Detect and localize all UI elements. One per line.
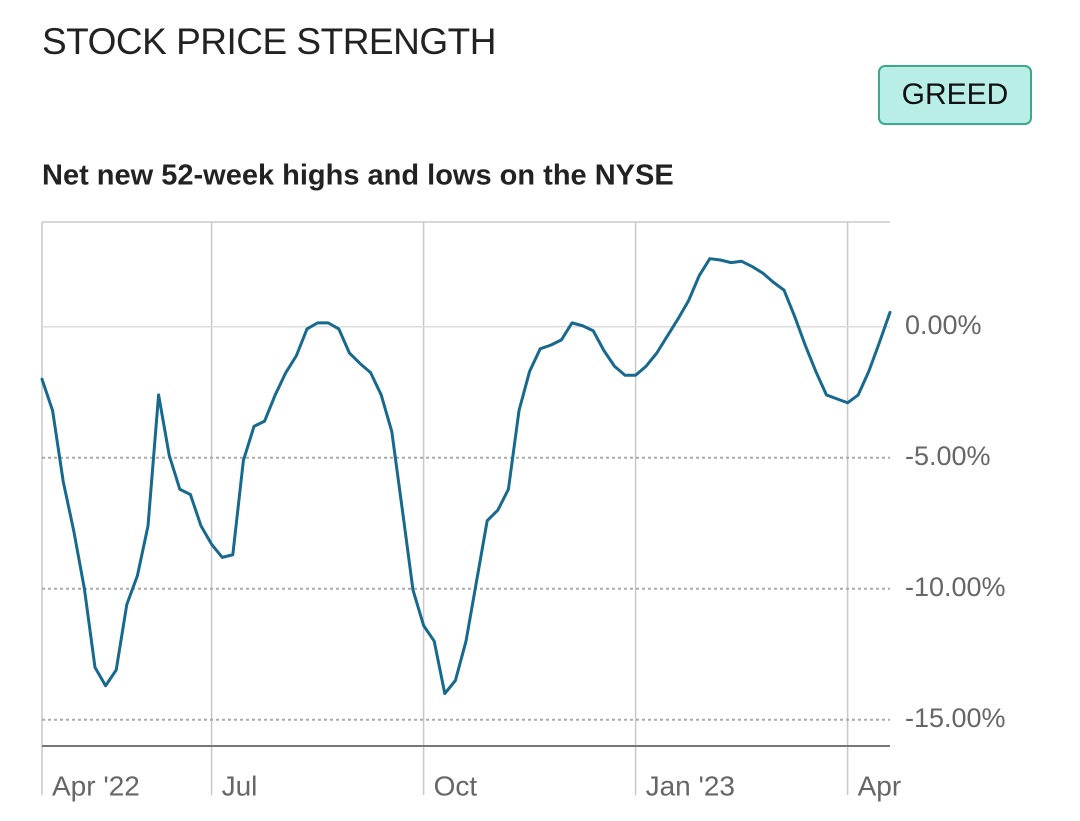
x-tick-label: Apr <box>858 770 902 801</box>
x-tick-label: Apr '22 <box>52 770 140 801</box>
x-tick-label: Jul <box>222 770 258 801</box>
page-title: STOCK PRICE STRENGTH <box>42 21 496 62</box>
y-tick-label: -15.00% <box>905 703 1006 733</box>
x-tick-label: Jan '23 <box>646 770 735 801</box>
chart-title: Net new 52-week highs and lows on the NY… <box>42 160 674 192</box>
line <box>40 257 892 696</box>
x-tick-label: Oct <box>434 770 478 801</box>
badge <box>878 65 1032 125</box>
y-tick-label: -5.00% <box>905 441 991 471</box>
badge-label: GREED <box>902 78 1009 111</box>
y-tick-label: -10.00% <box>905 572 1006 602</box>
y-tick-label: 0.00% <box>905 310 982 340</box>
